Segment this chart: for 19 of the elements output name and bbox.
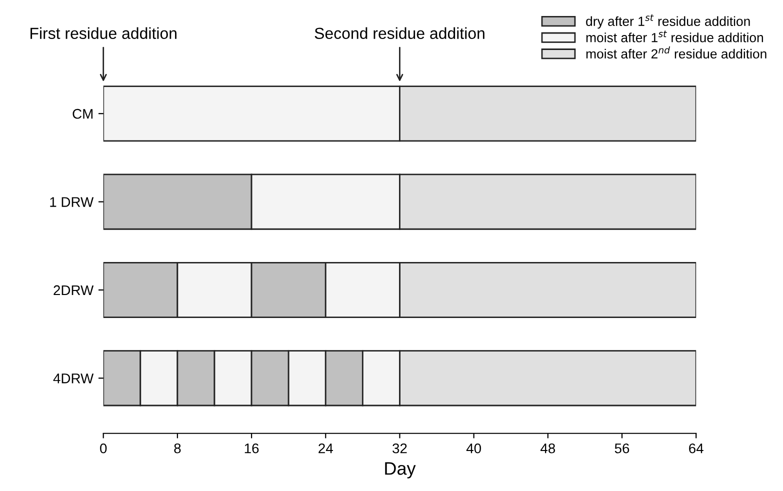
text: Second residue addition [314, 27, 484, 40]
x-tick-label: 40 [466, 443, 481, 454]
x-axis-title: Day [385, 462, 416, 478]
x-tick-label: 0 [100, 443, 107, 454]
x-tick-label: 48 [540, 443, 556, 454]
legend-label: dry after 1$^{st}$ residue addition [586, 14, 750, 29]
y-tick-label: CM [72, 108, 92, 119]
x-tick-label: 56 [614, 443, 630, 454]
x-tick-label: 16 [244, 443, 259, 454]
legend-label: moist after 2$^{nd}$ residue addition [586, 46, 766, 59]
text: First residue addition [30, 27, 176, 40]
legend-label: moist after 1$^{st}$ residue addition [586, 30, 764, 42]
x-tick-label: 24 [318, 443, 333, 454]
x-tick-label: 8 [174, 443, 181, 454]
y-tick-label: 2DRW [54, 285, 94, 296]
x-tick-label: 32 [392, 443, 407, 454]
x-tick-label: 64 [689, 443, 704, 454]
y-tick-label: 1 DRW [50, 197, 94, 207]
y-tick-label: 4DRW [53, 374, 94, 384]
